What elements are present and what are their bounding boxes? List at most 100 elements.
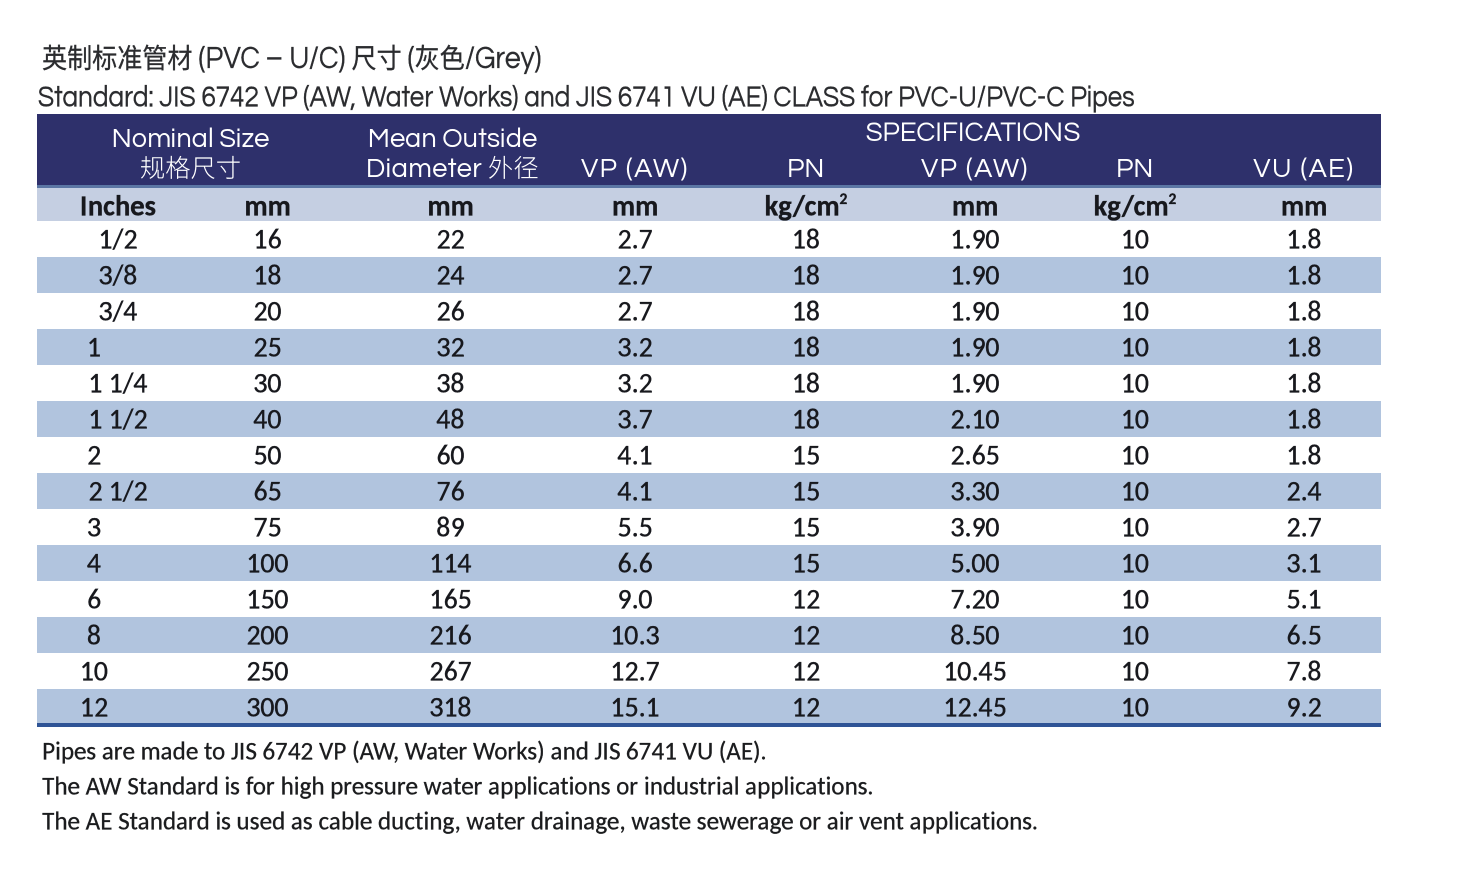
cell-vp-aw-mm-2: 2.10 [950,402,1000,437]
cell-vu-ae-mm: 1.8 [1286,222,1322,257]
cell-vp-aw-mm-2: 5.00 [950,547,1000,581]
cell-vp-aw-mm: 6.6 [617,547,653,581]
cell-mean-outside-diameter-mm: 60 [436,438,465,473]
cell-vu-ae-mm: 1.8 [1286,438,1322,473]
table-row: 3/8 18 24 2.7 18 1.90 10 1.8 [37,257,1381,294]
cell-vu-ae-mm: 1.8 [1286,258,1322,293]
table-row: 1/2 16 22 2.7 18 1.90 10 1.8 [37,221,1381,257]
cell-mean-outside-diameter-mm: 22 [436,222,465,257]
cell-mean-outside-diameter-mm: 165 [429,583,472,617]
cell-nominal-inches: 3/8 [98,258,138,293]
page-title-chinese: 英制标准管材 (PVC – U/C) 尺寸 (灰色/Grey) [42,42,542,75]
cell-nominal-inches: 8 [86,619,102,653]
cell-nominal-inches: 2 1/2 [88,474,148,509]
note-line: The AE Standard is used as cable ducting… [42,804,1039,837]
cell-vu-ae-mm: 1.8 [1286,402,1322,437]
cell-nominal-inches: 6 [86,583,102,617]
cell-vp-aw-mm: 15.1 [610,691,660,725]
table-body: 1/2 1 6 22 2.7 18 1.90 10 1.8 3/8 18 24 2.7 18 1.90 10… [37,221,1381,726]
spec-column-label: VU (AE) [1253,153,1355,183]
specifications-title: SPECIFICATIONS [865,117,1081,147]
cell-pn-kgcm2-2: 10 [1120,655,1150,689]
cell-nominal-mm: 18 [253,258,282,293]
spec-column-label: VP (AW) [580,153,689,183]
cell-mean-outside-diameter-mm: 24 [436,258,465,293]
cell-mean-outside-diameter-mm: 76 [436,474,465,509]
cell-mean-outside-diameter-mm: 38 [436,366,465,401]
cell-pn-kgcm2-2: 10 [1120,222,1150,257]
cell-vp-aw-mm-2: 2.65 [950,438,1000,473]
cell-vp-aw-mm-2: 12.45 [943,691,1007,725]
cell-pn-kgcm2: 18 [791,402,821,437]
cell-vp-aw-mm: 4.1 [617,474,653,509]
table-row: 3 75 89 5.5 15 3.90 10 2.7 [37,509,1381,545]
cell-mean-outside-diameter-mm: 89 [436,511,465,545]
cell-pn-kgcm2-2: 10 [1120,583,1150,617]
note-line: Pipes are made to JIS 6742 VP (AW, Water… [42,734,767,767]
cell-nominal-inches: 1 1/2 [88,402,148,437]
cell-mean-outside-diameter-mm: 48 [436,402,465,437]
cell-nominal-inches: 12 [79,691,109,725]
cell-pn-kgcm2: 15 [791,511,821,545]
table-row: 1 1/2 40 48 3.7 18 2.10 10 1.8 [37,401,1381,438]
header-specifications: SPECIFICATIONS VP (AW) PN VP (AW) PN VU (AE) [565,114,1381,185]
table-bottom-border [37,722,1381,727]
spec-column-label: PN [1116,153,1154,183]
cell-vp-aw-mm-2: 7.20 [950,583,1000,617]
cell-nominal-inches: 1/2 [98,222,138,257]
page-title-standard: Standard: JIS 6742 VP (AW, Water Works) … [38,80,1135,114]
spec-column-label: PN [787,153,825,183]
cell-vp-aw-mm-2: 1.90 [950,366,1000,401]
cell-vp-aw-mm-2: 1.90 [950,258,1000,293]
cell-pn-kgcm2: 15 [791,438,821,473]
cell-mean-outside-diameter-mm: 267 [429,655,472,689]
header-separator-line [37,184,1381,188]
cell-pn-kgcm2: 15 [791,547,821,581]
cell-pn-kgcm2: 12 [791,655,821,689]
cell-vu-ae-mm: 7.8 [1286,655,1322,689]
cell-pn-kgcm2: 18 [791,366,821,401]
cell-nominal-inches: 1 [86,330,102,365]
cell-pn-kgcm2-2: 10 [1120,619,1150,653]
cell-nominal-inches: 3 [86,511,102,545]
table-row: 4 100 114 6.6 15 5.00 10 3.1 [37,545,1381,582]
cell-vu-ae-mm: 9.2 [1286,691,1322,725]
table-row: 10 250 267 12.7 12 10.45 10 7.8 [37,653,1381,689]
unit-cell-pn-kgcm2-2: kg/cm2 [1093,186,1177,224]
cell-pn-kgcm2-2: 10 [1120,691,1150,725]
cell-vp-aw-mm: 2.7 [617,222,653,257]
unit-cell-mean-outside-diameter-mm: mm [427,186,474,224]
cell-nominal-mm: 150 [246,583,289,617]
table-row: 1 1/4 30 38 3.2 18 1.90 10 1.8 [37,365,1381,401]
cell-nominal-mm: 40 [253,402,282,437]
cell-nominal-mm: 300 [246,691,289,725]
cell-pn-kgcm2: 18 [791,222,821,257]
cell-vu-ae-mm: 1.8 [1286,366,1322,401]
table-row: 2 50 60 4.1 15 2.65 10 1.8 [37,437,1381,473]
cell-vu-ae-mm: 2.7 [1286,511,1322,545]
cell-pn-kgcm2-2: 10 [1120,547,1150,581]
cell-pn-kgcm2-2: 10 [1120,474,1150,509]
cell-nominal-inches: 2 [86,438,102,473]
cell-vp-aw-mm-2: 1.90 [950,294,1000,329]
cell-pn-kgcm2-2: 10 [1120,402,1150,437]
cell-mean-outside-diameter-mm: 26 [436,294,465,329]
cell-vu-ae-mm: 2.4 [1286,474,1322,509]
table-row: 1 25 32 3.2 18 1.90 10 1.8 [37,329,1381,366]
cell-vp-aw-mm: 10.3 [610,619,660,653]
table-row: 8 200 216 10.3 12 8.50 10 6.5 [37,617,1381,654]
cell-pn-kgcm2: 18 [791,330,821,365]
cell-vp-aw-mm-2: 3.30 [950,474,1000,509]
table-row: 2 1/2 65 76 4.1 15 3.30 10 2.4 [37,473,1381,510]
cell-nominal-mm: 100 [246,547,289,581]
cell-vp-aw-mm-2: 10.45 [943,655,1007,689]
cell-pn-kgcm2-2: 10 [1120,366,1150,401]
cell-pn-kgcm2: 12 [791,583,821,617]
cell-pn-kgcm2: 18 [791,294,821,329]
cell-vp-aw-mm: 5.5 [617,511,653,545]
spec-column-label: VP (AW) [920,153,1029,183]
cell-vp-aw-mm: 2.7 [617,258,653,293]
cell-pn-kgcm2: 12 [791,691,821,725]
table-row: 3/4 20 26 2.7 18 1.90 10 1.8 [37,293,1381,329]
